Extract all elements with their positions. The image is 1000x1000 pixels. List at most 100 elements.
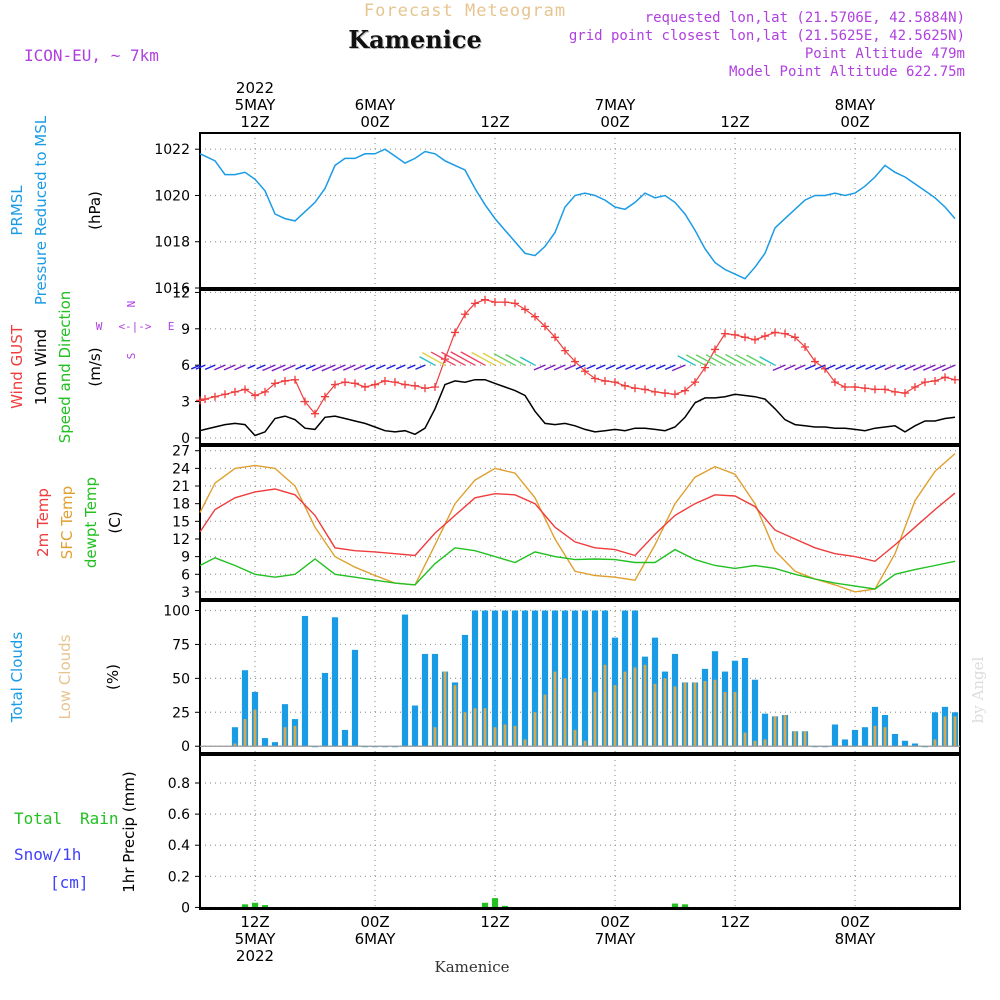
- bar-low-cloud: [603, 664, 607, 747]
- gust-marker: [401, 380, 409, 389]
- bar-precip: [241, 904, 249, 908]
- ylabel-wind-2: Speed and Direction: [56, 291, 74, 444]
- gust-marker: [651, 387, 659, 396]
- ytick-label-temperature-7: 24: [172, 461, 190, 477]
- top-tick-label-2-0: 12Z: [480, 113, 509, 131]
- product-title: Forecast Meteogram: [364, 1, 566, 21]
- gust-marker: [591, 374, 599, 383]
- ylabel-clouds-2: (%): [104, 664, 122, 690]
- bar-total-cloud: [301, 615, 309, 747]
- gust-marker: [521, 305, 529, 314]
- bar-low-cloud: [733, 691, 737, 747]
- ylabel-clouds-1: Low Clouds: [56, 634, 74, 719]
- bar-total-cloud: [411, 705, 419, 747]
- wind-arrow: [342, 364, 356, 371]
- gust-marker: [931, 376, 939, 385]
- gust-marker: [891, 387, 899, 396]
- gust-marker: [381, 376, 389, 385]
- info-altitude: Point Altitude 479m: [805, 46, 965, 62]
- bar-total-cloud: [351, 649, 359, 747]
- wind-arrow: [635, 364, 646, 370]
- ytick-label-wind-4: 12: [172, 285, 190, 301]
- bar-low-cloud: [543, 694, 547, 747]
- gust-marker: [391, 378, 399, 387]
- gust-marker: [571, 357, 579, 366]
- wind-arrow: [615, 364, 626, 370]
- ytick-label-clouds-1: 25: [172, 705, 190, 721]
- wind-arrow: [311, 364, 326, 372]
- wind-arrow: [714, 353, 736, 366]
- wind-arrow: [353, 364, 366, 371]
- wind-arrow: [364, 364, 376, 371]
- wind-arrow: [772, 364, 786, 371]
- gust-marker: [681, 386, 689, 395]
- bar-total-cloud: [741, 658, 749, 747]
- compass-s: S: [125, 353, 138, 360]
- ytick-label-clouds-3: 75: [172, 637, 190, 653]
- bar-precip: [681, 904, 689, 908]
- compass: N W <-|-> E S: [96, 301, 175, 360]
- compass-axis: <-|->: [118, 320, 151, 333]
- frame-clouds: [199, 600, 961, 754]
- series-sfc-temp: [199, 453, 956, 593]
- bar-total-cloud: [541, 610, 549, 747]
- wind-arrow: [493, 353, 516, 366]
- wind-arrow: [896, 364, 906, 370]
- gust-marker: [921, 378, 929, 387]
- bar-total-cloud: [851, 729, 859, 747]
- wind-arrow: [441, 351, 466, 366]
- bar-low-cloud: [873, 725, 877, 747]
- wind-arrow: [759, 356, 776, 366]
- gust-marker: [461, 310, 469, 319]
- gust-marker: [481, 295, 489, 304]
- ytick-label-wind-3: 9: [181, 322, 190, 338]
- bar-low-cloud: [643, 664, 647, 747]
- wind-arrow: [586, 364, 596, 370]
- wind-arrow: [430, 351, 456, 366]
- wind-arrow: [482, 352, 506, 366]
- wind-arrow: [932, 364, 946, 372]
- bar-low-cloud: [243, 719, 247, 747]
- wind-arrow: [912, 364, 926, 371]
- gust-marker: [601, 376, 609, 385]
- wind-arrow: [645, 364, 656, 370]
- gust-marker: [421, 384, 429, 393]
- wind-arrow: [865, 364, 876, 370]
- bar-total-cloud: [531, 610, 539, 747]
- wind-arrow: [295, 364, 306, 370]
- top-tick-label-3-0: 7MAY: [595, 96, 637, 114]
- wind-arrow: [855, 364, 866, 370]
- bar-total-cloud: [401, 614, 409, 747]
- gust-marker: [731, 330, 739, 339]
- bottom-tick-label-2-0: 12Z: [480, 913, 509, 931]
- bar-total-cloud: [491, 610, 499, 747]
- ytick-label-temperature-3: 12: [172, 532, 190, 548]
- bar-low-cloud: [683, 682, 687, 747]
- gust-marker: [301, 397, 309, 406]
- gust-marker: [451, 328, 459, 337]
- ylabel-wind-1: 10m Wind: [32, 329, 50, 405]
- gust-marker: [431, 383, 439, 392]
- wind-arrow: [332, 364, 346, 372]
- info-gridpoint: grid point closest lon,lat (21.5625E, 42…: [569, 28, 965, 44]
- gust-marker: [901, 389, 909, 398]
- bar-precip: [481, 902, 489, 908]
- bar-total-cloud: [911, 743, 919, 747]
- bar-total-cloud: [331, 617, 339, 747]
- bar-total-cloud: [761, 713, 769, 747]
- bar-low-cloud: [503, 724, 507, 747]
- bar-total-cloud: [861, 727, 869, 747]
- bar-low-cloud: [743, 732, 747, 747]
- series-wind-gust: [199, 299, 956, 415]
- wind-arrow: [256, 364, 266, 370]
- wind-arrow: [814, 364, 826, 371]
- bottom-tick-label-0-0: 12Z: [240, 913, 269, 931]
- gust-marker: [241, 385, 249, 394]
- wind-arrow: [421, 352, 446, 366]
- ylabel-pressure-0: PRMSL: [8, 185, 26, 236]
- bar-low-cloud: [523, 739, 527, 747]
- gust-marker: [351, 379, 359, 388]
- bar-total-cloud: [471, 610, 479, 747]
- label-rain: Rain: [80, 809, 119, 828]
